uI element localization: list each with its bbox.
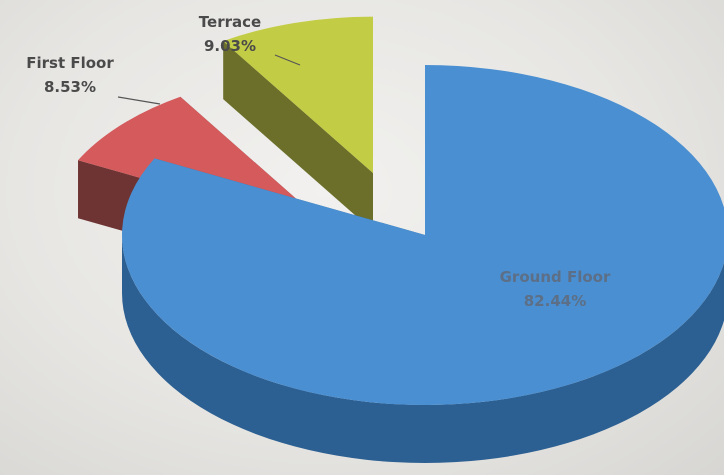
- leader-line-first-floor: [118, 97, 160, 104]
- pie-slice-ground-floor: [122, 65, 724, 463]
- slice-label-terrace: Terrace: [199, 13, 261, 31]
- slice-value-terrace: 9.03%: [204, 37, 256, 55]
- slice-value-ground-floor: 82.44%: [524, 292, 586, 310]
- slice-label-ground-floor: Ground Floor: [500, 268, 611, 286]
- slice-label-first-floor: First Floor: [26, 54, 114, 72]
- pie-slice-top-ground-floor: [122, 65, 724, 405]
- slice-value-first-floor: 8.53%: [44, 78, 96, 96]
